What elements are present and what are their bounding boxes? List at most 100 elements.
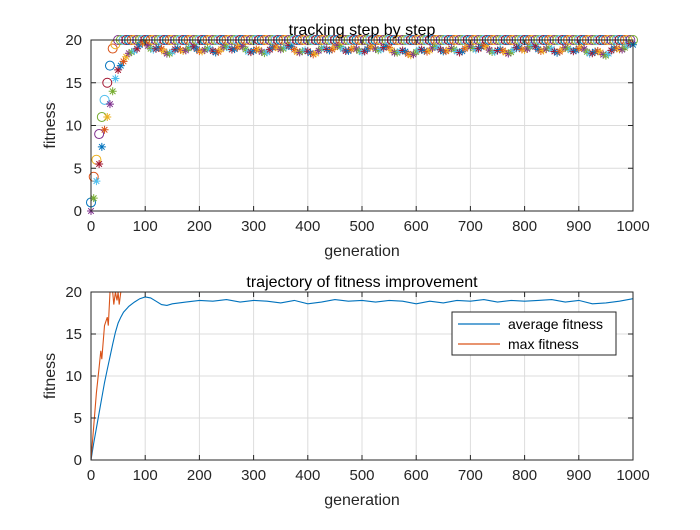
x-tick-label: 200 [187,467,212,484]
average-fitness-marker [282,42,291,51]
average-fitness-marker [460,44,469,53]
average-fitness-marker [124,49,133,58]
average-fitness-marker [442,47,451,56]
average-fitness-marker [309,50,318,59]
legend-label: max fitness [508,336,579,352]
average-fitness-marker [114,65,123,74]
x-tick-label: 300 [241,218,266,235]
x-axis-label: generation [324,492,400,509]
average-fitness-marker [618,45,627,54]
average-fitness-marker [306,49,315,58]
average-fitness-marker [517,45,526,54]
y-axis-label: fitness [42,102,59,148]
average-fitness-marker [604,49,613,58]
average-fitness-marker [347,45,356,54]
average-fitness-marker [119,57,128,66]
max-fitness-marker [104,60,115,71]
average-fitness-marker [303,47,312,56]
x-tick-label: 500 [349,467,374,484]
average-fitness-marker [558,45,567,54]
average-fitness-marker [89,194,98,203]
average-fitness-marker [561,43,570,52]
average-fitness-marker [116,61,125,70]
average-fitness-marker [428,43,437,52]
average-fitness-marker [493,46,502,55]
average-fitness-marker [358,48,366,57]
average-fitness-marker [111,74,120,83]
average-fitness-marker [100,125,109,134]
y-tick-label: 10 [65,368,82,385]
average-fitness-marker [376,45,385,54]
average-fitness-marker [504,49,513,58]
x-tick-label: 800 [512,467,537,484]
average-fitness-marker [574,44,583,53]
average-fitness-marker [515,43,524,52]
average-fitness-marker [496,45,505,54]
average-fitness-marker [379,43,388,52]
average-fitness-marker [301,46,310,55]
data-layer [90,291,634,461]
average-fitness-marker [398,46,407,55]
x-tick-label: 1000 [616,467,649,484]
average-fitness-marker [271,42,280,51]
average-fitness-marker [417,45,426,54]
average-fitness-marker [154,43,163,52]
x-tick-label: 400 [295,467,320,484]
average-fitness-marker [108,87,117,96]
y-tick-label: 0 [74,203,82,220]
average-fitness-marker [395,47,404,56]
x-tick-label: 500 [349,218,374,235]
average-fitness-marker [222,42,231,51]
average-fitness-marker [95,159,104,168]
average-fitness-marker [179,47,188,56]
average-fitness-marker [447,44,456,53]
average-fitness-marker [509,45,518,54]
average-fitness-marker [371,45,380,54]
average-fitness-marker [230,45,239,54]
average-fitness-marker [322,45,331,54]
average-fitness-marker [184,44,193,53]
average-fitness-marker [105,100,114,109]
y-tick-label: 20 [65,32,82,49]
x-tick-label: 700 [458,218,483,235]
x-tick-label: 100 [133,218,158,235]
average-fitness-marker [572,46,581,55]
average-fitness-marker [582,47,591,56]
average-fitness-marker [255,45,264,54]
average-fitness-marker [208,46,217,55]
average-fitness-marker [550,47,559,56]
average-fitness-marker [211,48,220,57]
average-fitness-marker [260,49,269,58]
x-tick-label: 300 [241,467,266,484]
average-fitness-marker [349,44,358,53]
max-fitness-marker [99,94,110,105]
average-fitness-marker [501,48,510,57]
average-fitness-marker [479,41,488,50]
average-fitness-marker [520,46,529,55]
average-fitness-marker [320,44,329,53]
average-fitness-marker [466,42,475,51]
average-fitness-marker [152,44,161,53]
average-fitness-marker [569,47,578,56]
average-fitness-marker [406,51,415,60]
x-tick-label: 100 [133,467,158,484]
average-fitness-marker [539,46,548,55]
average-fitness-marker [206,44,215,53]
x-tick-label: 0 [87,467,95,484]
x-tick-label: 800 [512,218,537,235]
average-fitness-marker [171,45,180,54]
y-axis-label: fitness [42,353,59,399]
average-fitness-marker [103,112,112,121]
average-fitness-marker [455,48,464,57]
average-fitness-marker [173,44,182,53]
x-tick-label: 700 [458,467,483,484]
y-tick-label: 10 [65,118,82,135]
average-fitness-marker [257,47,266,56]
average-fitness-marker [330,43,339,52]
average-fitness-marker [122,52,131,61]
average-fitness-marker [382,42,391,51]
x-tick-label: 0 [87,218,95,235]
average-fitness-marker [176,45,185,54]
average-fitness-marker [577,43,586,52]
